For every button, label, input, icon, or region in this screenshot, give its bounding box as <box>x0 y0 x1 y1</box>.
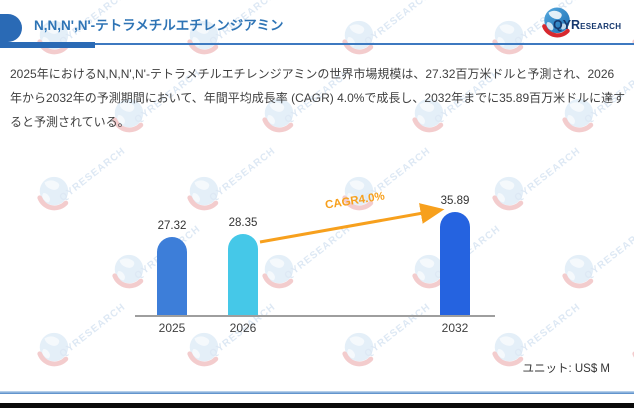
watermark-logo: QYRESEARCH <box>630 18 634 72</box>
bar-chart: CAGR4.0% 27.32 28.35 35.89 2025 2026 203… <box>110 180 510 345</box>
x-tick-2026: 2026 <box>229 321 257 335</box>
x-axis-line <box>135 315 495 317</box>
logo-qyr-text: QYR <box>553 18 581 32</box>
header-underline-thin <box>95 43 634 45</box>
x-tick-2025: 2025 <box>158 321 186 335</box>
bar-2026 <box>228 234 258 315</box>
bar-value-2026: 28.35 <box>228 217 258 229</box>
globe-icon <box>542 7 570 38</box>
logo-esearch-text: ESEARCH <box>580 22 622 31</box>
qyresearch-logo: QYRESEARCH <box>540 4 626 42</box>
bar-2025 <box>157 237 187 315</box>
header-accent-tab <box>0 14 22 42</box>
bar-value-2032: 35.89 <box>440 195 470 207</box>
watermark-logo: QYRESEARCH <box>560 224 634 306</box>
logo-text: QYRESEARCH <box>553 16 621 34</box>
x-tick-2032: 2032 <box>441 321 469 335</box>
page-title: N,N,N',N'-テトラメチルエチレンジアミン <box>34 18 284 33</box>
watermark-logo: QYRESEARCH <box>630 330 634 384</box>
bar-value-2025: 27.32 <box>157 220 187 232</box>
market-summary-paragraph: 2025年におけるN,N,N',N'-テトラメチルエチレンジアミンの世界市場規模… <box>10 67 626 129</box>
bottom-edge-bar <box>0 403 634 408</box>
bar-2032 <box>440 212 470 315</box>
cagr-arrow <box>259 203 445 244</box>
unit-label: ユニット: US$ M <box>522 363 610 375</box>
bottom-divider-line <box>0 391 634 394</box>
header-underline-thick <box>0 42 95 48</box>
